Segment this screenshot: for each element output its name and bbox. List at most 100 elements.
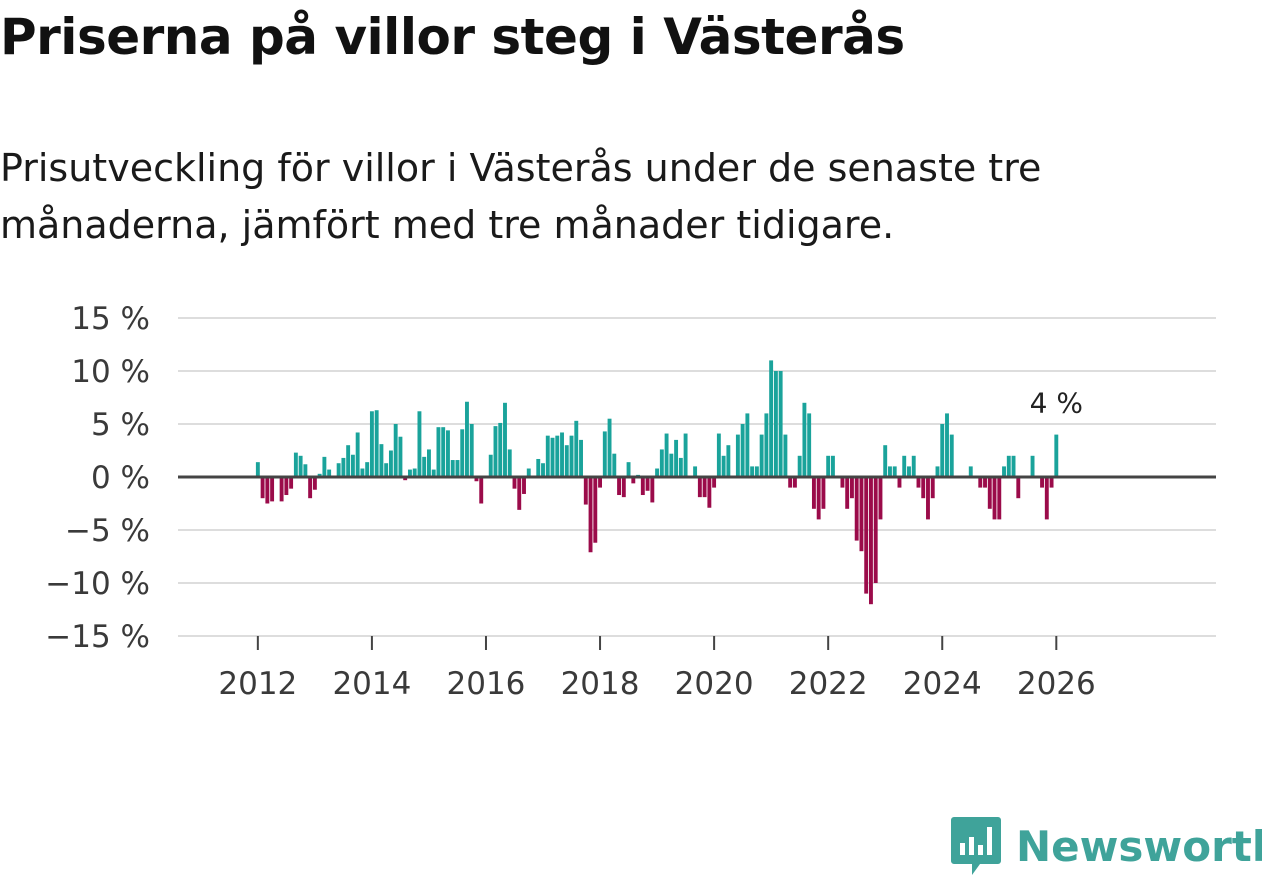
bar: [455, 460, 460, 477]
x-tick-label: 2012: [218, 666, 297, 702]
newsworthy-logo-text: Newsworthy: [1016, 821, 1262, 871]
bar: [921, 477, 926, 499]
newsworthy-logo-icon: [951, 817, 1001, 875]
bar: [270, 477, 275, 502]
bar: [697, 477, 702, 498]
bar: [940, 424, 945, 477]
bar: [317, 473, 322, 477]
bar: [412, 468, 417, 477]
bar: [1049, 477, 1054, 488]
bar: [892, 466, 897, 477]
bar: [911, 455, 916, 477]
bar: [631, 477, 636, 484]
bar: [303, 464, 308, 477]
bar: [512, 477, 517, 489]
bar: [388, 450, 393, 477]
bar: [393, 424, 398, 477]
bar: [360, 468, 365, 477]
bar: [916, 477, 921, 488]
bar: [493, 426, 498, 477]
bar: [683, 433, 688, 477]
bar: [621, 477, 626, 498]
bar: [374, 410, 379, 477]
bar: [987, 477, 992, 509]
x-tick-label: 2014: [332, 666, 411, 702]
bar: [583, 477, 588, 505]
newsworthy-logo: Newsworthy: [950, 815, 1262, 877]
bar: [1011, 455, 1016, 477]
bar: [507, 449, 512, 477]
bar: [503, 402, 507, 477]
bar: [840, 477, 845, 488]
y-tick-label: −10 %: [45, 566, 150, 602]
bar: [726, 445, 731, 477]
bar: [569, 435, 574, 477]
bar: [945, 413, 949, 477]
bar: [949, 434, 954, 477]
bar: [826, 455, 831, 477]
bar: [983, 477, 987, 488]
bar: [645, 477, 650, 491]
bar: [355, 432, 360, 477]
bar: [693, 466, 698, 477]
bar: [759, 434, 764, 477]
gridlines: [178, 317, 1216, 637]
y-tick-label: 0 %: [91, 460, 150, 496]
bar: [792, 477, 797, 488]
bar: [517, 477, 522, 510]
bar: [735, 434, 740, 477]
bar: [707, 477, 712, 508]
bar: [788, 477, 793, 488]
bar: [612, 453, 617, 477]
bar: [607, 418, 612, 477]
bar: [322, 456, 327, 477]
bar: [783, 434, 788, 477]
bar: [902, 455, 907, 477]
bar: [873, 477, 878, 583]
bar: [712, 477, 717, 488]
bar: [992, 477, 997, 520]
x-tick-label: 2024: [903, 666, 982, 702]
bar: [745, 413, 750, 477]
y-tick-label: 10 %: [71, 354, 150, 390]
bar: [754, 466, 759, 477]
bar: [617, 477, 622, 496]
bar: [997, 477, 1002, 520]
bar: [560, 432, 564, 477]
bar: [574, 420, 579, 477]
bar: [550, 437, 555, 477]
bar: [522, 477, 526, 494]
bar: [279, 477, 284, 502]
bar: [526, 468, 531, 477]
bar: [869, 477, 873, 605]
bar: [398, 436, 403, 477]
bar: [474, 477, 479, 482]
bar: [369, 411, 374, 477]
bar: [878, 477, 883, 520]
bar: [1054, 434, 1059, 477]
bar: [579, 439, 583, 477]
bar: [740, 424, 745, 477]
bar: [926, 477, 930, 520]
bar: [721, 455, 726, 477]
bar: [674, 439, 679, 477]
bar: [626, 462, 631, 477]
bar: [588, 477, 593, 553]
last-value-label: 4 %: [1030, 387, 1083, 420]
x-tick-label: 2020: [675, 666, 754, 702]
bar: [536, 458, 541, 477]
bar: [403, 477, 408, 481]
chart-title: Priserna på villor steg i Västerås: [0, 8, 905, 66]
bar: [265, 477, 270, 504]
bar: [260, 477, 265, 499]
bar: [935, 466, 940, 477]
bar: [293, 452, 298, 477]
bar: [498, 422, 503, 477]
bar: [811, 477, 816, 509]
bar: [460, 429, 465, 477]
bar: [669, 453, 674, 477]
bar: [327, 469, 332, 477]
bar: [365, 462, 370, 477]
y-axis: 15 % 10 % 5 % 0 % −5 % −10 % −15 %: [45, 301, 150, 655]
